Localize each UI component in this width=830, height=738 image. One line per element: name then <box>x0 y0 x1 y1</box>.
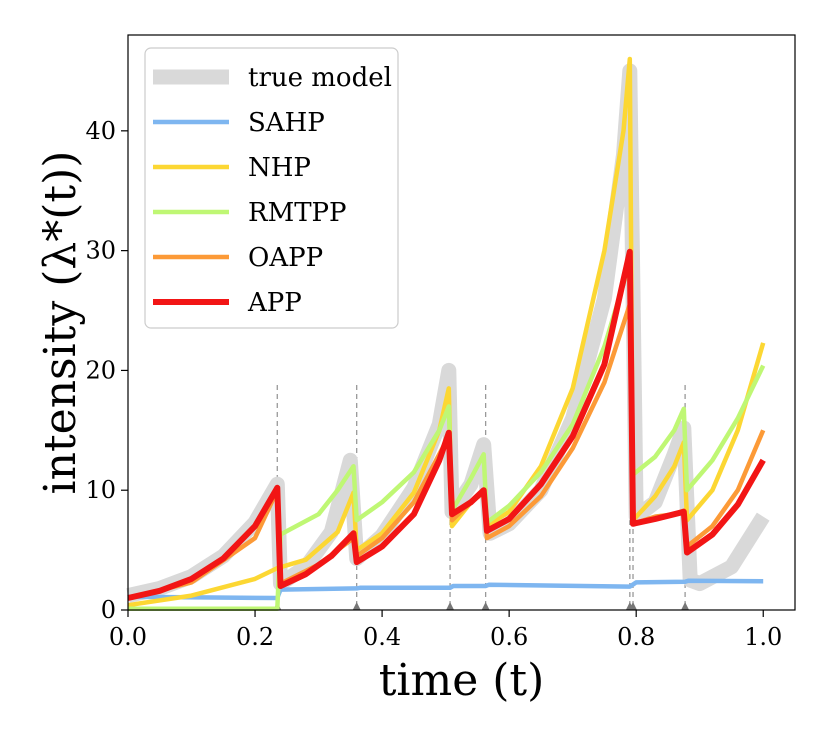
series-line-sahp <box>127 578 764 601</box>
legend-label-sahp: SAHP <box>248 108 325 138</box>
event-marker-6 <box>681 602 690 610</box>
legend-label-app: APP <box>247 288 302 318</box>
y-tick-label-4: 40 <box>85 117 116 145</box>
y-tick-label-2: 20 <box>85 356 116 384</box>
x-tick-label-4: 0.8 <box>617 623 655 651</box>
y-axis-title: intensity (λ*(t)) <box>35 151 86 495</box>
y-tick-label-0: 0 <box>101 596 116 624</box>
y-tick-label-3: 30 <box>85 237 116 265</box>
legend-label-true-model: true model <box>248 63 392 93</box>
event-marker-3 <box>481 602 490 610</box>
legend-label-rmtpp: RMTPP <box>248 198 347 228</box>
ticks-layer: 0.0 0.2 0.4 0.6 0.8 1.0 0 10 20 30 40 <box>85 117 782 651</box>
legend: true model SAHP NHP RMTPP OAPP APP <box>144 47 399 329</box>
x-tick-label-5: 1.0 <box>744 623 782 651</box>
legend-label-nhp: NHP <box>248 153 311 183</box>
event-marker-2 <box>446 602 455 610</box>
series-line-app <box>127 248 766 601</box>
x-tick-label-2: 0.4 <box>363 623 401 651</box>
plot-frame <box>127 34 796 611</box>
y-tick-label-1: 10 <box>85 476 116 504</box>
legend-label-oapp: OAPP <box>248 243 323 273</box>
event-marker-5 <box>629 602 638 610</box>
x-tick-label-0: 0.0 <box>109 623 147 651</box>
x-tick-label-1: 0.2 <box>236 623 274 651</box>
series-layer <box>126 56 770 612</box>
event-marker-1 <box>352 602 361 610</box>
x-axis-title: time (t) <box>379 655 545 706</box>
x-tick-label-3: 0.6 <box>490 623 528 651</box>
